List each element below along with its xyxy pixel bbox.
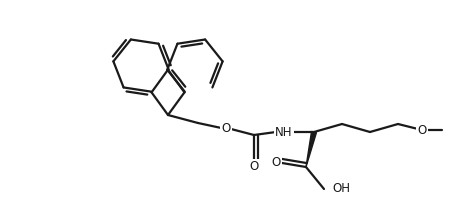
Text: O: O	[250, 161, 259, 173]
Text: OH: OH	[332, 182, 350, 196]
Text: O: O	[221, 123, 231, 135]
Text: O: O	[271, 156, 281, 168]
Text: O: O	[417, 124, 427, 136]
Polygon shape	[306, 131, 316, 167]
Text: NH: NH	[275, 125, 293, 139]
